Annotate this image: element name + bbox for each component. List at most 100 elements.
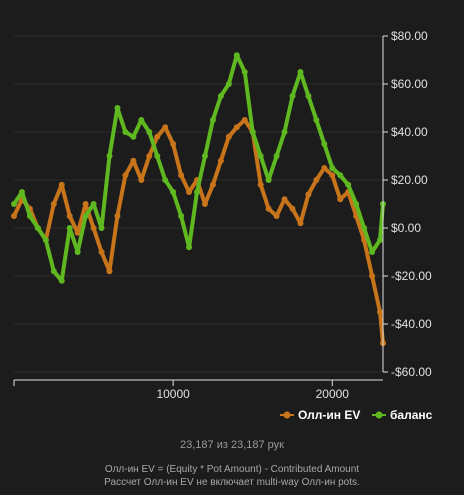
data-point: [50, 201, 57, 207]
data-point: [106, 153, 113, 159]
data-point: [178, 172, 185, 179]
hands-count: 23,187 из 23,187 рук: [180, 439, 284, 451]
data-point: [345, 181, 352, 188]
data-point: [225, 133, 232, 140]
data-point: [74, 229, 81, 236]
data-point: [90, 201, 97, 207]
data-point: [273, 213, 280, 219]
data-point: [289, 205, 296, 212]
y-tick-label: $40.00: [391, 125, 428, 139]
data-point: [201, 201, 208, 207]
y-tick-label: $60.00: [391, 77, 428, 91]
legend-swatch-marker: [283, 411, 291, 419]
gridlines: [14, 35, 383, 373]
data-point: [233, 124, 240, 131]
data-point: [281, 129, 288, 135]
y-tick-label: $0.00: [391, 221, 421, 235]
data-point: [321, 141, 328, 147]
data-point: [209, 181, 216, 188]
data-point: [130, 133, 137, 140]
series-line: [12, 53, 385, 283]
data-point: [162, 177, 169, 183]
y-tick-label: -$60.00: [391, 365, 432, 379]
legend[interactable]: Олл-ин EV баланс: [280, 408, 433, 422]
data-point: [217, 93, 224, 99]
data-point: [186, 244, 193, 251]
data-point: [329, 172, 336, 179]
x-tick-label: 20000: [316, 387, 350, 401]
data-point: [297, 220, 304, 227]
axes: $80.00 $60.00 $40.00 $20.00 $0.00 -$20.00 -$40…: [13, 29, 432, 401]
data-point: [138, 117, 145, 123]
x-tick-label: 10000: [156, 387, 190, 401]
data-point: [122, 172, 129, 179]
footnotes: Олл-ин EV = (Equity * Pot Amount) - Cont…: [0, 463, 464, 489]
data-point: [337, 172, 344, 179]
data-point: [11, 213, 17, 219]
data-point: [74, 249, 81, 255]
data-point: [178, 213, 185, 219]
series-balance: [11, 52, 386, 284]
data-point: [217, 157, 224, 164]
data-point: [58, 277, 65, 284]
y-tick-label: $20.00: [391, 173, 428, 187]
data-point: [130, 157, 137, 164]
data-point: [337, 196, 344, 203]
data-point: [225, 81, 232, 87]
legend-item-balance[interactable]: баланс: [372, 408, 433, 422]
data-point: [233, 52, 240, 59]
data-point: [377, 309, 384, 315]
data-point: [305, 191, 312, 198]
data-point: [58, 181, 65, 188]
data-point: [146, 153, 153, 159]
data-point: [186, 189, 193, 195]
legend-item-allin-ev[interactable]: Олл-ин EV: [280, 408, 360, 422]
legend-label: Олл-ин EV: [298, 408, 360, 422]
data-point: [289, 93, 296, 99]
y-tick-label: $80.00: [391, 29, 428, 43]
data-point: [154, 133, 161, 140]
series-layer: [11, 52, 386, 347]
data-point: [353, 201, 360, 207]
data-point: [377, 237, 384, 243]
all-in-ev-chart: $80.00 $60.00 $40.00 $20.00 $0.00 -$20.00 -$40…: [11, 29, 433, 422]
data-point: [146, 129, 153, 135]
data-point: [265, 177, 272, 183]
data-point: [162, 124, 169, 131]
data-point: [369, 273, 376, 279]
data-point: [90, 225, 97, 231]
data-point: [257, 181, 264, 188]
footnote-formula: Олл-ин EV = (Equity * Pot Amount) - Cont…: [104, 464, 360, 475]
data-point: [138, 177, 145, 183]
data-point: [170, 141, 177, 147]
data-point: [249, 129, 256, 135]
data-point: [98, 249, 105, 255]
y-tick-label: -$20.00: [391, 269, 432, 283]
data-point: [241, 69, 248, 75]
data-point: [194, 189, 201, 195]
data-point: [329, 165, 336, 171]
data-point: [321, 165, 328, 171]
data-point: [26, 213, 33, 219]
data-point: [265, 205, 272, 212]
data-point: [170, 189, 177, 195]
footnote-multiway: Рассчет Олл-ин EV не включает multi-way …: [104, 477, 360, 488]
data-point: [82, 213, 89, 219]
legend-swatch-marker: [375, 411, 383, 419]
data-point: [369, 249, 376, 255]
data-point: [66, 213, 73, 219]
data-point: [241, 117, 248, 123]
data-point: [18, 189, 25, 195]
data-point: [257, 153, 264, 159]
data-point: [114, 105, 121, 111]
data-point: [114, 213, 121, 219]
data-point: [273, 153, 280, 159]
data-point: [209, 117, 216, 123]
data-point: [313, 117, 320, 123]
data-point: [66, 225, 73, 231]
data-point: [106, 268, 113, 275]
data-point: [361, 225, 368, 231]
data-point: [154, 153, 161, 159]
data-point: [11, 201, 17, 207]
